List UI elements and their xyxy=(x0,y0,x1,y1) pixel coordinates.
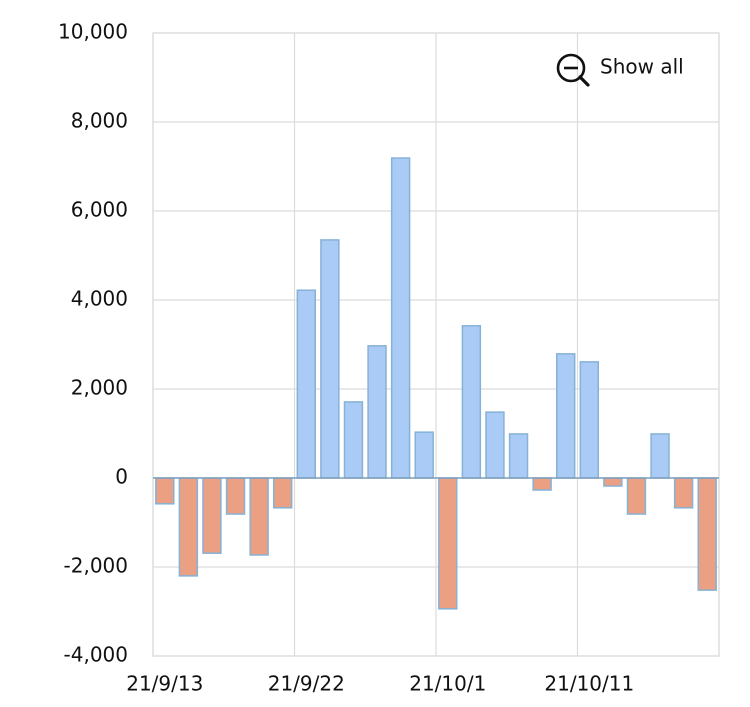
y-tick-label: 8,000 xyxy=(71,109,128,133)
bar xyxy=(414,431,434,479)
bar xyxy=(673,477,694,509)
bar xyxy=(603,477,623,487)
y-tick-label: 2,000 xyxy=(71,376,128,400)
bar xyxy=(178,477,199,577)
bar xyxy=(485,411,505,479)
bar xyxy=(320,239,340,479)
bar xyxy=(532,477,552,491)
bar xyxy=(225,477,246,515)
bar xyxy=(650,433,670,479)
bar xyxy=(555,353,576,479)
x-tick-label: 21/9/13 xyxy=(126,672,203,696)
x-tick-label: 21/10/11 xyxy=(544,672,634,696)
bar xyxy=(626,477,647,515)
show-all-label[interactable]: Show all xyxy=(600,55,684,79)
y-tick-label: 10,000 xyxy=(58,20,128,44)
show-all-button[interactable]: Show all xyxy=(556,53,684,87)
bar xyxy=(438,477,458,610)
bar xyxy=(367,345,387,479)
x-tick-label: 21/9/22 xyxy=(268,672,345,696)
y-tick-label: -2,000 xyxy=(64,554,128,578)
zoom-icon xyxy=(556,53,586,83)
y-tick-label: 0 xyxy=(115,465,128,489)
bar xyxy=(272,477,293,509)
bar xyxy=(249,477,269,556)
y-tick-label: -4,000 xyxy=(64,643,128,667)
bar xyxy=(508,433,529,479)
bar xyxy=(296,289,317,479)
bar xyxy=(697,477,717,591)
y-tick-label: 4,000 xyxy=(71,287,128,311)
bar xyxy=(343,401,364,479)
bar xyxy=(579,361,600,479)
bar xyxy=(155,477,175,505)
zoom-icon-handle xyxy=(578,75,590,87)
bar xyxy=(202,477,222,554)
y-tick-label: 6,000 xyxy=(71,198,128,222)
bar xyxy=(461,325,482,479)
bar xyxy=(390,157,411,479)
plot: -4,000 -2,000 0 2,000 4,000 6,000 8,000 10,000 2… xyxy=(58,20,720,696)
x-tick-label: 21/10/1 xyxy=(409,672,486,696)
